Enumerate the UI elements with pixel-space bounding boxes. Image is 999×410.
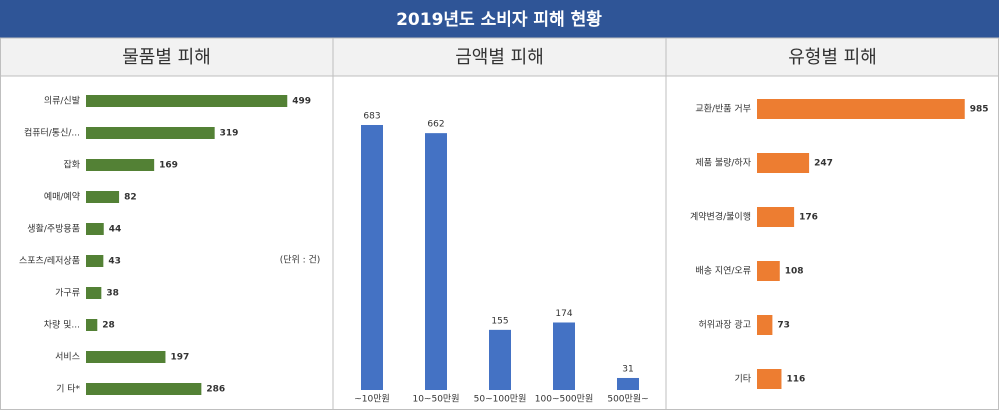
bar [86, 95, 288, 107]
value-label: 683 [363, 111, 380, 121]
bar [617, 377, 639, 390]
category-label: 기타 [734, 374, 751, 385]
category-label: 가구류 [55, 288, 80, 299]
bar [553, 322, 575, 390]
category-label: ~10만원 [354, 394, 390, 405]
bar [86, 191, 120, 203]
value-label: 82 [124, 193, 137, 203]
category-label: 500만원~ [607, 394, 648, 405]
category-label: 생활/주방용품 [27, 223, 80, 235]
value-label: 38 [106, 289, 119, 299]
bar [86, 383, 202, 395]
category-label: 제품 불량/하자 [695, 157, 751, 169]
category-label: 계약변경/불이행 [690, 211, 751, 223]
value-label: 286 [206, 385, 225, 395]
category-label: 교환/반품 거부 [695, 103, 751, 115]
category-label: 예매/예약 [44, 191, 80, 203]
value-label: 319 [220, 129, 239, 139]
bar [757, 153, 810, 173]
bar [757, 99, 965, 119]
value-label: 197 [170, 353, 189, 363]
panel-title: 유형별 피해 [788, 47, 877, 68]
category-label: 배송 지연/오류 [695, 266, 751, 277]
annotation: (단위 : 건) [280, 255, 321, 266]
bar [86, 319, 98, 331]
bar [757, 369, 782, 389]
value-label: 43 [108, 257, 121, 267]
bar [757, 315, 773, 335]
bar [757, 261, 780, 281]
category-label: 50~100만원 [474, 394, 527, 405]
bar [425, 133, 447, 391]
category-label: 스포츠/레저상품 [19, 256, 80, 267]
panel-title: 물품별 피해 [122, 47, 211, 68]
bar [489, 329, 511, 390]
category-label: 허위과장 광고 [698, 319, 751, 331]
value-label: 116 [786, 375, 805, 385]
value-label: 174 [555, 309, 572, 319]
value-label: 169 [159, 161, 178, 171]
bar [86, 223, 104, 235]
bar [86, 287, 102, 299]
value-label: 985 [970, 105, 989, 115]
panel-title: 금액별 피해 [455, 47, 544, 68]
category-label: 기 타* [56, 384, 80, 395]
bar [757, 207, 795, 227]
bar [86, 159, 155, 171]
category-label: 잡화 [63, 159, 80, 171]
bar [86, 255, 104, 267]
value-label: 108 [785, 267, 804, 277]
category-label: 10~50만원 [412, 394, 459, 405]
category-label: 100~500만원 [535, 394, 593, 405]
page-title: 2019년도 소비자 피해 현황 [396, 10, 602, 30]
value-label: 31 [622, 364, 633, 374]
bar [361, 124, 383, 390]
value-label: 176 [799, 213, 818, 223]
value-label: 499 [292, 97, 311, 107]
bar [86, 351, 166, 363]
value-label: 44 [109, 225, 122, 235]
category-label: 서비스 [55, 352, 80, 363]
value-label: 662 [427, 120, 444, 130]
subheader-bar [0, 37, 999, 77]
value-label: 73 [777, 321, 790, 331]
category-label: 차량 및... [44, 319, 80, 331]
bar [86, 127, 215, 139]
category-label: 의류/신발 [44, 96, 80, 107]
value-label: 28 [102, 321, 115, 331]
category-label: 컴퓨터/통신/... [24, 127, 80, 139]
value-label: 155 [491, 316, 508, 326]
value-label: 247 [814, 159, 833, 169]
header-bar [0, 0, 999, 38]
